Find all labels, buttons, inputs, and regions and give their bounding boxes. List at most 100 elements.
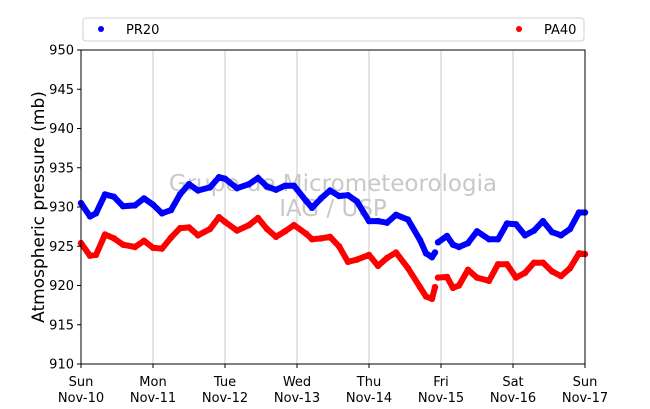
data-point-pr20: [167, 206, 175, 214]
data-point-pr20: [464, 239, 472, 247]
y-tick-label: 945: [49, 83, 74, 98]
data-point-pa40: [140, 237, 148, 244]
data-point-pr20: [530, 227, 538, 234]
data-point-pa40: [566, 265, 574, 272]
data-point-pr20: [302, 197, 310, 204]
data-point-pr20: [272, 186, 280, 193]
data-point-pr20: [365, 217, 373, 225]
data-point-pa40: [308, 236, 316, 243]
x-tick-date-label: Nov-14: [346, 391, 392, 406]
data-point-pa40: [86, 252, 94, 259]
data-point-pa40: [428, 295, 436, 302]
data-point-pa40: [176, 225, 184, 232]
y-axis-label: Atmospheric pressure (mb): [29, 91, 49, 323]
x-tick-day-label: Tue: [213, 375, 236, 390]
data-point-pa40: [317, 235, 325, 242]
legend: PR20 PA40: [82, 17, 585, 42]
legend-label-pa40: PA40: [544, 23, 576, 38]
data-point-pa40: [290, 221, 298, 229]
data-point-pa40: [302, 230, 310, 237]
x-tick-day-label: Mon: [139, 375, 166, 390]
data-point-pa40: [422, 293, 430, 300]
x-tick-date-label: Nov-16: [490, 391, 536, 406]
data-point-pa40: [494, 261, 502, 268]
data-point-pa40: [119, 241, 127, 248]
data-point-pr20: [503, 220, 511, 227]
legend-marker-pa40: [516, 26, 522, 32]
data-point-pr20: [281, 182, 289, 189]
data-point-pa40: [254, 214, 262, 222]
data-point-pr20: [290, 182, 298, 189]
y-tick-label: 925: [49, 240, 74, 255]
y-tick-label: 940: [49, 122, 74, 137]
data-point-pr20: [422, 250, 430, 257]
data-point-pr20: [494, 236, 502, 243]
y-tick-label: 915: [49, 318, 74, 333]
data-point-pa40: [455, 282, 463, 289]
data-point-pa40: [272, 233, 280, 240]
data-point-pr20: [374, 217, 382, 225]
x-tick-day-label: Thu: [356, 375, 381, 390]
y-tick-label: 935: [49, 161, 74, 176]
data-point-pa40: [131, 243, 139, 251]
data-point-pr20: [101, 191, 109, 198]
data-point-pr20: [215, 174, 223, 181]
data-point-pa40: [464, 266, 472, 273]
data-point-pr20: [254, 174, 262, 182]
data-point-pa40: [245, 221, 253, 229]
data-point-pr20: [176, 191, 184, 198]
x-tick-day-label: Sun: [69, 375, 94, 390]
x-tick-day-label: Sat: [502, 375, 523, 390]
data-point-pa40: [206, 225, 214, 233]
data-point-pr20: [263, 183, 271, 190]
y-tick-label: 920: [49, 279, 74, 294]
x-tick-day-label: Fri: [433, 375, 449, 390]
legend-label-pr20: PR20: [126, 23, 159, 38]
data-point-pr20: [317, 195, 325, 202]
data-point-pa40: [431, 283, 439, 291]
data-point-pr20: [221, 175, 229, 182]
x-tick-day-label: Sun: [573, 375, 598, 390]
data-point-pr20: [245, 181, 253, 188]
data-point-pr20: [575, 209, 583, 216]
data-point-pa40: [344, 258, 352, 266]
legend-box: [82, 17, 585, 42]
y-tick-label: 930: [49, 201, 74, 216]
data-point-pr20: [455, 243, 463, 251]
data-point-pr20: [185, 181, 193, 188]
data-point-pa40: [575, 250, 583, 257]
data-point-pr20: [443, 232, 451, 240]
data-point-pa40: [167, 234, 175, 241]
data-point-pa40: [353, 256, 361, 263]
data-point-pa40: [392, 249, 400, 256]
x-gridlines: [152, 50, 514, 364]
data-point-pa40: [512, 274, 520, 281]
data-point-pr20: [158, 210, 166, 217]
data-point-pr20: [140, 195, 148, 202]
x-tick-day-label: Wed: [283, 375, 311, 390]
data-point-pa40: [374, 262, 382, 270]
data-point-pa40: [215, 214, 223, 221]
data-point-pr20: [86, 213, 94, 220]
x-tick-date-label: Nov-10: [58, 391, 104, 406]
data-point-pr20: [353, 198, 361, 205]
x-axis: SunNov-10MonNov-11TueNov-12WedNov-13ThuN…: [58, 364, 608, 406]
data-point-pr20: [557, 232, 565, 239]
data-point-pa40: [335, 243, 343, 250]
data-point-pa40: [326, 233, 334, 240]
data-point-pa40: [92, 251, 100, 259]
data-point-pr20: [512, 221, 520, 228]
data-point-pa40: [281, 228, 289, 235]
data-point-pa40: [110, 235, 118, 242]
data-point-pr20: [431, 249, 439, 256]
data-point-pa40: [185, 224, 193, 231]
data-point-pa40: [233, 227, 241, 234]
y-tick-label: 910: [49, 358, 74, 373]
data-point-pa40: [485, 277, 493, 284]
data-point-pa40: [383, 254, 391, 262]
data-point-pr20: [206, 184, 214, 191]
data-point-pr20: [149, 201, 157, 208]
y-tick-label: 950: [49, 44, 74, 59]
